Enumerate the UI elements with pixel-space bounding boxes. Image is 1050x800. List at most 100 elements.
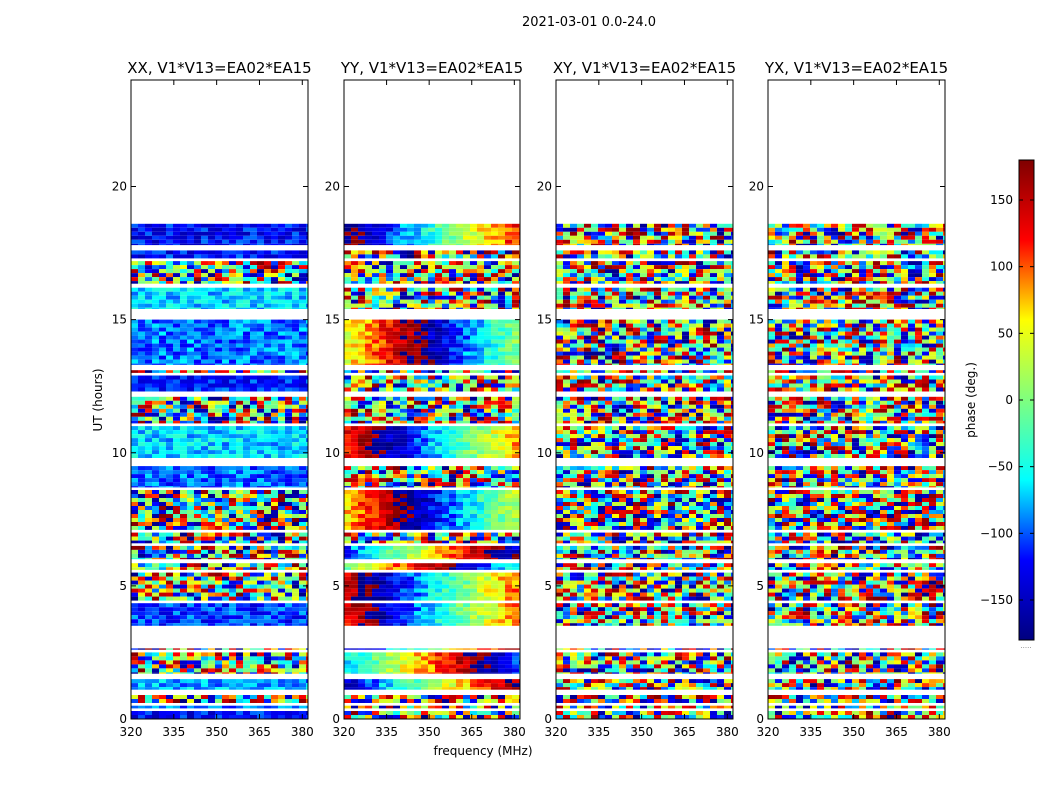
heat-cell [271, 323, 278, 328]
heat-cell [243, 295, 250, 300]
heat-cell [449, 567, 456, 570]
heat-cell [159, 307, 166, 309]
heat-cell [131, 699, 138, 703]
heat-cell [180, 518, 187, 522]
heat-cell [379, 438, 386, 443]
heat-cell [187, 623, 194, 626]
heat-cell [271, 307, 278, 309]
heat-cell [365, 375, 372, 380]
heat-cell [306, 446, 308, 451]
heat-cell [201, 549, 208, 554]
heat-cell [278, 347, 285, 352]
heat-cell [222, 567, 229, 570]
heat-cell [358, 343, 365, 348]
heat-cell [407, 478, 414, 483]
heat-cell [372, 408, 379, 413]
heat-cell [208, 567, 215, 570]
heat-cell [208, 603, 215, 608]
heat-cell [292, 553, 299, 558]
heat-cell [131, 498, 138, 502]
heat-cell [138, 592, 145, 597]
heat-cell [512, 387, 519, 392]
heat-cell [428, 652, 435, 657]
heat-cell [152, 355, 159, 360]
heat-cell [442, 396, 449, 401]
heat-cell [166, 510, 173, 514]
heat-cell [463, 668, 470, 673]
heat-cell [400, 454, 407, 458]
heat-cell [257, 588, 264, 593]
heat-cell [138, 269, 145, 274]
heat-cell [292, 265, 299, 270]
heat-cell [306, 576, 308, 581]
heat-cell [278, 648, 285, 650]
heat-cell [470, 375, 477, 380]
heat-cell [173, 307, 180, 309]
heat-cell [229, 375, 236, 380]
heat-cell [264, 375, 271, 380]
heat-cell [414, 656, 421, 661]
heat-cell [435, 522, 442, 526]
heat-cell [435, 420, 442, 424]
heat-cell [236, 243, 243, 246]
heat-cell [379, 592, 386, 597]
heat-cell [498, 379, 505, 384]
heat-cell [449, 323, 456, 328]
heat-cell [365, 355, 372, 360]
heat-cell [250, 327, 257, 332]
heat-cell [372, 557, 379, 560]
heat-cell [159, 339, 166, 344]
heat-cell [194, 426, 201, 431]
heat-cell [250, 363, 257, 365]
heat-cell [407, 514, 414, 518]
heat-cell [264, 430, 271, 435]
heat-cell [173, 576, 180, 581]
heat-cell [379, 518, 386, 522]
heat-cell [435, 478, 442, 483]
heat-cell [138, 450, 145, 455]
heat-cell [344, 387, 351, 392]
heat-cell [173, 383, 180, 388]
heat-cell [285, 478, 292, 483]
heat-cell [131, 420, 138, 424]
heat-cell [145, 396, 152, 401]
heat-cell [386, 526, 393, 530]
heat-cell [428, 584, 435, 589]
heat-cell [257, 668, 264, 673]
heat-cell [250, 239, 257, 244]
heat-cell [456, 695, 463, 699]
heat-cell [386, 576, 393, 581]
heat-cell [379, 660, 386, 665]
heat-cell [229, 339, 236, 344]
heat-cell [498, 683, 505, 688]
heat-cell [358, 603, 365, 608]
heat-cell [194, 623, 201, 626]
heat-cell [208, 510, 215, 514]
heat-cell [208, 656, 215, 661]
heat-cell [159, 438, 166, 443]
heat-cell [152, 695, 159, 699]
heat-cell [250, 351, 257, 356]
heat-cell [264, 588, 271, 593]
heat-cell [372, 351, 379, 356]
heat-cell [285, 261, 292, 266]
heat-cell [152, 370, 159, 373]
heat-cell [400, 351, 407, 356]
heat-cell [138, 223, 145, 228]
heat-cell [278, 664, 285, 669]
heat-cell [138, 656, 145, 661]
heat-cell [306, 648, 308, 650]
heat-cell [456, 526, 463, 530]
heat-cell [306, 379, 308, 384]
heat-cell [208, 339, 215, 344]
heat-cell [173, 482, 180, 487]
heat-cell [222, 254, 229, 259]
heat-cell [229, 331, 236, 336]
heat-cell [428, 557, 435, 560]
heat-cell [236, 490, 243, 494]
heat-cell [358, 408, 365, 413]
heat-cell [358, 490, 365, 494]
heat-cell [344, 711, 351, 715]
heat-cell [470, 652, 477, 657]
heat-cell [194, 387, 201, 392]
